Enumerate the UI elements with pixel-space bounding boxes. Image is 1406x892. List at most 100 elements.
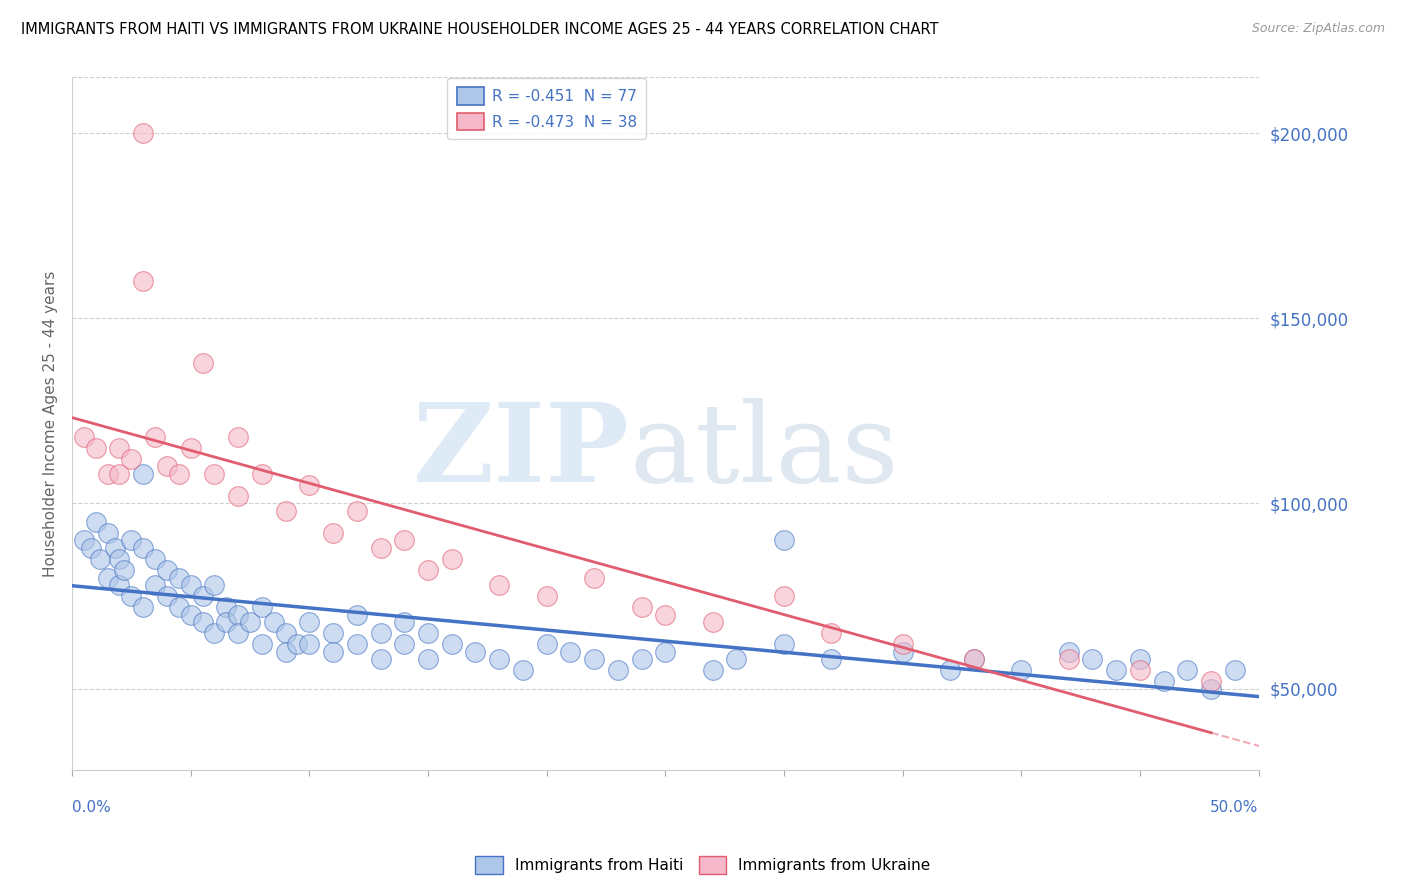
- Point: [346, 607, 368, 622]
- Point: [416, 563, 439, 577]
- Point: [1105, 663, 1128, 677]
- Point: [239, 615, 262, 629]
- Point: [202, 626, 225, 640]
- Point: [1223, 663, 1246, 677]
- Point: [202, 467, 225, 481]
- Point: [132, 467, 155, 481]
- Point: [891, 645, 914, 659]
- Point: [1199, 681, 1222, 696]
- Point: [132, 600, 155, 615]
- Text: Source: ZipAtlas.com: Source: ZipAtlas.com: [1251, 22, 1385, 36]
- Point: [108, 467, 131, 481]
- Point: [263, 615, 285, 629]
- Point: [702, 615, 724, 629]
- Point: [702, 663, 724, 677]
- Point: [120, 533, 142, 548]
- Point: [394, 637, 416, 651]
- Point: [939, 663, 962, 677]
- Legend: Immigrants from Haiti, Immigrants from Ukraine: Immigrants from Haiti, Immigrants from U…: [470, 850, 936, 880]
- Point: [108, 552, 131, 566]
- Point: [1081, 652, 1104, 666]
- Point: [322, 626, 344, 640]
- Point: [80, 541, 103, 555]
- Point: [322, 645, 344, 659]
- Point: [191, 356, 214, 370]
- Point: [394, 615, 416, 629]
- Point: [630, 600, 652, 615]
- Point: [1010, 663, 1032, 677]
- Point: [120, 589, 142, 603]
- Point: [1129, 652, 1152, 666]
- Point: [820, 626, 842, 640]
- Point: [108, 441, 131, 455]
- Point: [226, 626, 249, 640]
- Point: [560, 645, 582, 659]
- Point: [97, 570, 120, 584]
- Point: [416, 626, 439, 640]
- Point: [132, 274, 155, 288]
- Point: [191, 589, 214, 603]
- Point: [84, 441, 107, 455]
- Point: [191, 615, 214, 629]
- Point: [167, 600, 190, 615]
- Point: [583, 652, 606, 666]
- Point: [346, 504, 368, 518]
- Point: [274, 645, 297, 659]
- Point: [84, 515, 107, 529]
- Text: IMMIGRANTS FROM HAITI VS IMMIGRANTS FROM UKRAINE HOUSEHOLDER INCOME AGES 25 - 44: IMMIGRANTS FROM HAITI VS IMMIGRANTS FROM…: [21, 22, 939, 37]
- Text: atlas: atlas: [630, 398, 900, 505]
- Point: [536, 589, 558, 603]
- Point: [440, 552, 463, 566]
- Point: [654, 607, 676, 622]
- Point: [654, 645, 676, 659]
- Point: [512, 663, 534, 677]
- Point: [143, 578, 166, 592]
- Point: [250, 467, 273, 481]
- Point: [215, 615, 238, 629]
- Point: [416, 652, 439, 666]
- Point: [488, 578, 510, 592]
- Point: [274, 504, 297, 518]
- Point: [370, 626, 392, 640]
- Point: [215, 600, 238, 615]
- Point: [773, 589, 796, 603]
- Point: [820, 652, 842, 666]
- Point: [73, 430, 96, 444]
- Point: [156, 563, 179, 577]
- Point: [963, 652, 986, 666]
- Point: [250, 637, 273, 651]
- Point: [180, 607, 202, 622]
- Point: [143, 430, 166, 444]
- Point: [440, 637, 463, 651]
- Point: [287, 637, 309, 651]
- Point: [773, 637, 796, 651]
- Point: [891, 637, 914, 651]
- Point: [226, 430, 249, 444]
- Point: [298, 478, 321, 492]
- Point: [156, 459, 179, 474]
- Text: ZIP: ZIP: [413, 398, 630, 505]
- Y-axis label: Householder Income Ages 25 - 44 years: Householder Income Ages 25 - 44 years: [44, 270, 58, 577]
- Point: [89, 552, 111, 566]
- Point: [167, 570, 190, 584]
- Point: [132, 126, 155, 140]
- Point: [108, 578, 131, 592]
- Point: [298, 615, 321, 629]
- Point: [167, 467, 190, 481]
- Point: [606, 663, 628, 677]
- Point: [226, 607, 249, 622]
- Point: [180, 578, 202, 592]
- Point: [97, 467, 120, 481]
- Point: [346, 637, 368, 651]
- Text: 50.0%: 50.0%: [1211, 800, 1258, 814]
- Point: [1057, 652, 1080, 666]
- Point: [464, 645, 486, 659]
- Point: [274, 626, 297, 640]
- Point: [1153, 674, 1175, 689]
- Point: [180, 441, 202, 455]
- Point: [143, 552, 166, 566]
- Point: [112, 563, 135, 577]
- Point: [394, 533, 416, 548]
- Point: [250, 600, 273, 615]
- Point: [583, 570, 606, 584]
